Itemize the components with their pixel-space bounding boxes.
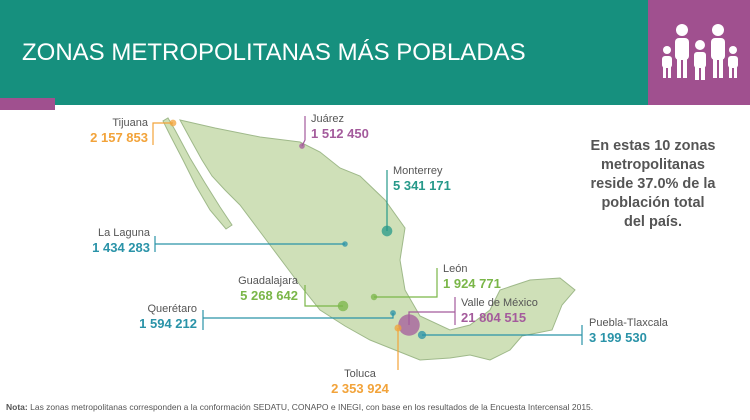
city-name: León (443, 263, 467, 275)
summary-line: del país. (624, 214, 682, 230)
city-population: 21 804 515 (461, 310, 526, 325)
city-population: 5 341 171 (393, 178, 451, 193)
city-name: Tijuana (112, 117, 149, 129)
header-band (0, 0, 750, 105)
summary-line: reside 37.0% de la (591, 176, 717, 192)
city-population: 1 594 212 (139, 316, 197, 331)
city-population: 2 157 853 (90, 130, 148, 145)
city-bubble (299, 143, 305, 149)
city-population: 1 512 450 (311, 126, 369, 141)
city-population: 3 199 530 (589, 330, 647, 345)
summary-line: En estas 10 zonas (591, 138, 716, 154)
city-name: Monterrey (393, 165, 443, 177)
title: ZONAS METROPOLITANAS MÁS POBLADAS (22, 39, 526, 66)
leader-line (422, 325, 583, 345)
city-population: 5 268 642 (240, 288, 298, 303)
city-population: 2 353 924 (331, 381, 390, 396)
city-name: Querétaro (147, 303, 197, 315)
city-population: 1 924 771 (443, 276, 501, 291)
city-bubble (398, 314, 420, 336)
accent-bar (0, 98, 55, 110)
city-name: Puebla-Tlaxcala (589, 317, 669, 329)
leader-line (152, 122, 173, 145)
note-text: Las zonas metropolitanas corresponden a … (30, 402, 593, 412)
people-icon (662, 24, 738, 80)
leader-line (304, 285, 343, 307)
city-population: 1 434 283 (92, 240, 150, 255)
map (162, 117, 576, 361)
leader-line (374, 268, 438, 298)
note-label: Nota: (6, 402, 28, 412)
city-bubble (381, 225, 393, 237)
city-name: La Laguna (98, 227, 151, 239)
city-bubble (394, 324, 402, 332)
footnote: Nota: Las zonas metropolitanas correspon… (6, 402, 593, 412)
city-name: Valle de México (461, 297, 538, 309)
city-bubble (337, 300, 349, 312)
city-name: Guadalajara (238, 275, 299, 287)
summary-line: población total (601, 195, 704, 211)
leader-line (202, 310, 394, 330)
city-name: Juárez (311, 113, 344, 125)
city-bubble (169, 119, 177, 127)
summary-line: metropolitanas (601, 157, 705, 173)
city-bubble (390, 310, 396, 316)
city-bubble (370, 293, 378, 301)
city-bubble (342, 241, 348, 247)
leader-line (301, 116, 306, 147)
city-bubble (417, 330, 427, 340)
leader-line (154, 236, 345, 252)
city-name: Toluca (344, 368, 377, 380)
summary: En estas 10 zonas metropolitanas reside 37… (591, 138, 717, 230)
